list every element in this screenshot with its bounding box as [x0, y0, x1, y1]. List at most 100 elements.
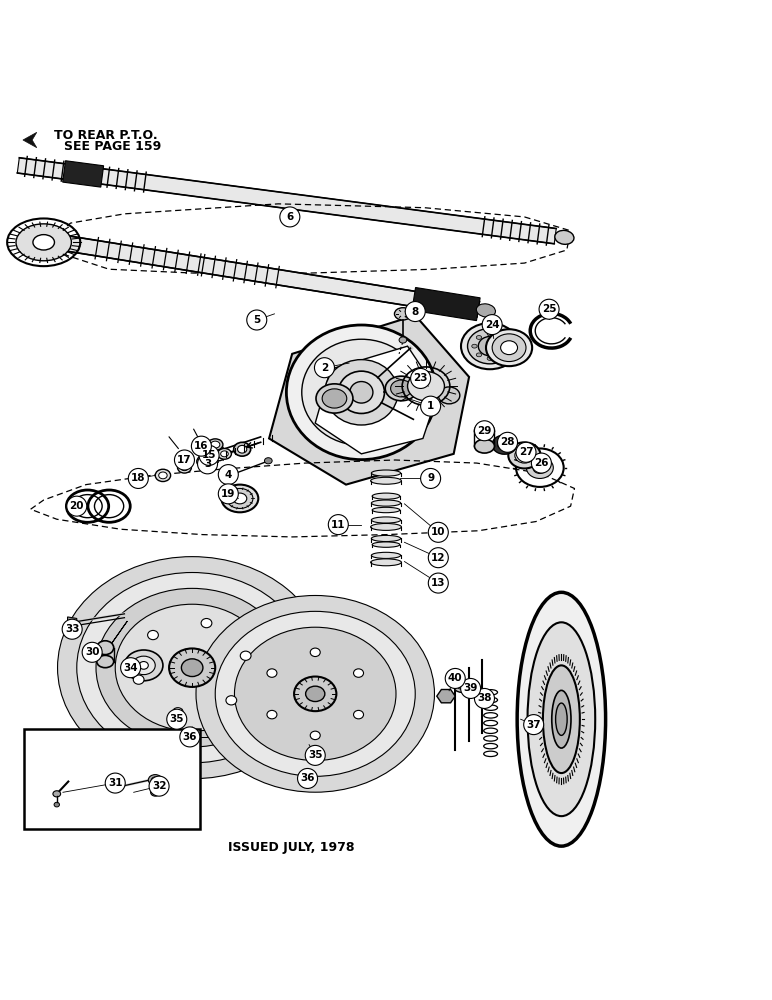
Text: ISSUED JULY, 1978: ISSUED JULY, 1978 [229, 841, 355, 854]
Circle shape [523, 715, 543, 735]
Text: 3: 3 [204, 459, 212, 469]
Text: 38: 38 [477, 693, 492, 703]
Ellipse shape [543, 665, 580, 773]
Ellipse shape [354, 710, 364, 719]
Ellipse shape [33, 235, 55, 250]
Ellipse shape [267, 669, 277, 677]
Circle shape [128, 468, 148, 488]
Ellipse shape [222, 485, 259, 512]
Ellipse shape [350, 382, 373, 403]
Ellipse shape [508, 442, 540, 468]
Text: 19: 19 [221, 489, 235, 499]
Ellipse shape [500, 341, 517, 355]
Ellipse shape [201, 618, 212, 628]
Ellipse shape [232, 625, 398, 762]
Ellipse shape [16, 224, 71, 261]
Ellipse shape [134, 675, 144, 684]
Ellipse shape [438, 387, 460, 404]
Polygon shape [67, 617, 76, 626]
Circle shape [475, 688, 494, 708]
Ellipse shape [96, 641, 113, 655]
Polygon shape [23, 132, 37, 148]
Ellipse shape [394, 308, 411, 320]
Circle shape [191, 436, 212, 456]
Polygon shape [315, 346, 438, 454]
Ellipse shape [497, 439, 511, 450]
Text: 13: 13 [431, 578, 445, 588]
Polygon shape [17, 158, 557, 244]
Ellipse shape [159, 472, 168, 479]
Circle shape [66, 496, 86, 516]
Circle shape [314, 358, 334, 378]
Text: 12: 12 [431, 553, 445, 563]
Ellipse shape [243, 634, 388, 753]
Ellipse shape [151, 788, 160, 796]
Ellipse shape [475, 439, 494, 453]
Circle shape [411, 368, 431, 388]
Circle shape [516, 442, 536, 462]
Ellipse shape [58, 557, 327, 779]
Text: 10: 10 [431, 527, 445, 537]
Ellipse shape [555, 230, 574, 244]
Ellipse shape [479, 337, 501, 356]
Circle shape [428, 522, 449, 542]
Ellipse shape [139, 662, 148, 669]
Circle shape [180, 727, 200, 747]
Ellipse shape [476, 304, 496, 317]
Ellipse shape [124, 650, 163, 681]
Text: 2: 2 [321, 363, 328, 373]
Ellipse shape [172, 708, 183, 717]
Ellipse shape [225, 619, 405, 769]
Ellipse shape [493, 435, 516, 454]
Ellipse shape [226, 696, 237, 705]
Text: 35: 35 [308, 750, 323, 760]
Text: 28: 28 [500, 437, 515, 447]
Text: 27: 27 [519, 447, 533, 457]
Ellipse shape [54, 802, 59, 807]
Circle shape [199, 445, 219, 465]
Ellipse shape [371, 559, 401, 566]
Ellipse shape [234, 442, 251, 456]
Text: 5: 5 [253, 315, 260, 325]
Ellipse shape [96, 655, 113, 668]
Ellipse shape [372, 542, 400, 547]
Circle shape [428, 573, 449, 593]
Ellipse shape [211, 441, 220, 448]
Text: 34: 34 [124, 663, 138, 673]
Text: 37: 37 [527, 720, 541, 730]
Ellipse shape [461, 323, 519, 369]
Text: 25: 25 [542, 304, 557, 314]
Ellipse shape [218, 448, 232, 459]
Text: 24: 24 [485, 320, 499, 330]
Polygon shape [110, 621, 127, 645]
Circle shape [421, 396, 441, 416]
Ellipse shape [354, 669, 364, 677]
Ellipse shape [472, 344, 477, 348]
Polygon shape [199, 452, 207, 460]
Ellipse shape [53, 791, 61, 797]
Ellipse shape [475, 423, 494, 438]
Bar [25, 729, 200, 829]
Circle shape [247, 310, 267, 330]
Polygon shape [257, 621, 274, 645]
Ellipse shape [310, 731, 320, 740]
Ellipse shape [208, 439, 223, 450]
Text: 35: 35 [170, 714, 184, 724]
Ellipse shape [338, 371, 384, 413]
Ellipse shape [265, 458, 273, 464]
Text: 33: 33 [65, 624, 80, 634]
Circle shape [482, 315, 502, 335]
Ellipse shape [221, 451, 229, 457]
Circle shape [405, 302, 425, 322]
Ellipse shape [552, 690, 571, 748]
Ellipse shape [371, 552, 401, 558]
Ellipse shape [503, 344, 508, 348]
Ellipse shape [286, 325, 436, 460]
Ellipse shape [148, 775, 162, 785]
Ellipse shape [372, 493, 400, 499]
Ellipse shape [454, 680, 469, 692]
Polygon shape [63, 161, 103, 187]
Circle shape [328, 515, 348, 535]
Circle shape [475, 421, 494, 441]
Ellipse shape [132, 656, 155, 675]
